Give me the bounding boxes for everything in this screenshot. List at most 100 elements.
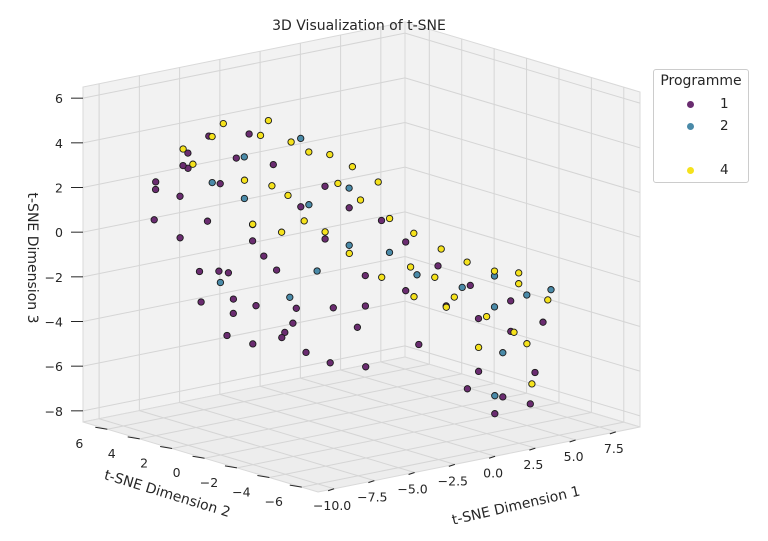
legend-swatch [687,123,694,130]
gridline [82,345,406,412]
tick-mark [609,431,617,435]
data-point-programme-4 [490,267,499,275]
tick-mark [160,446,173,450]
side-pane [404,21,641,428]
axes-panes [82,21,641,493]
data-point-programme-1 [203,217,212,225]
data-point-programme-1 [151,185,160,194]
data-point-programme-1 [321,235,329,243]
data-point-programme-4 [240,176,249,184]
data-point-programme-4 [482,312,491,321]
data-point-programme-2 [208,178,216,187]
data-point-programme-4 [256,131,265,140]
data-point-programme-2 [305,201,313,209]
data-point-programme-1 [292,304,300,312]
x-tick-label: 0.0 [483,465,503,480]
tick-labels: −10.0 −7.5 −5.0 −2.5 0.0 2.5 5.0 7.5 −6 −4 −2 0 2 4 6 −… [45,91,624,513]
data-point-programme-1 [491,410,499,418]
y-tick-label: 0 [173,465,181,480]
data-point-programme-1 [249,340,257,348]
data-point-programme-2 [297,134,305,143]
gridline [404,256,641,327]
legend-label: 2 [720,118,729,134]
data-point-programme-1 [377,216,386,225]
data-point-programme-1 [248,237,257,245]
legend-swatch [687,167,694,174]
tick-mark [127,436,140,440]
z-tick-label: −2 [45,270,63,285]
gridline [404,300,641,372]
data-point-programme-2 [345,241,353,249]
data-point-programme-2 [345,184,353,192]
x-tick-label: 2.5 [523,457,543,472]
tick-mark [368,480,375,484]
data-point-programme-1 [539,318,547,326]
gridline [236,402,560,469]
data-point-programme-1 [269,160,277,169]
gridline [98,418,335,490]
tick-mark [289,484,302,488]
data-point-programme-2 [490,303,499,311]
gridline [404,32,641,104]
data-point-programme-1 [245,130,253,138]
data-point-programme-4 [378,273,386,281]
x-tick-label: −10.0 [313,498,351,513]
data-point-programme-1 [278,333,286,342]
legend-entry-4: 4 [654,162,748,182]
data-point-programme-4 [287,138,295,146]
z-tick-label: −6 [45,359,63,374]
data-point-programme-2 [547,286,555,294]
data-point-programme-1 [260,252,268,260]
data-point-programme-1 [252,302,260,310]
data-point-programme-4 [510,328,518,336]
data-point-programme-4 [431,273,439,281]
gridline [259,385,496,457]
tick-mark [327,488,335,492]
z-tick-label: 6 [55,91,63,106]
data-point-programme-1 [463,385,472,393]
gridline [179,402,415,473]
data-point-programme-1 [297,203,305,211]
data-point-programme-4 [300,217,308,225]
data-point-programme-1 [345,204,353,212]
gridline [107,363,430,430]
data-point-programme-1 [353,323,362,331]
z-tick-label: 0 [55,225,63,240]
data-point-programme-4 [326,150,334,159]
gridline [172,383,495,450]
legend-title: Programme [660,73,742,89]
data-point-programme-4 [321,228,329,236]
data-point-programme-4 [463,258,471,266]
data-point-programme-2 [413,271,421,279]
gridline [219,393,455,465]
data-point-programme-1 [184,149,192,157]
y-tick-label: −4 [232,485,250,500]
data-point-programme-4 [374,178,382,186]
data-point-programme-4 [208,132,216,141]
data-point-programme-1 [402,287,410,295]
gridline [301,421,624,488]
data-point-programme-1 [507,297,515,305]
data-point-programme-2 [240,194,249,203]
data-point-programme-1 [329,304,337,312]
tick-mark [488,455,496,459]
data-point-programme-1 [224,269,233,277]
gridline [82,77,406,144]
data-point-programme-4 [219,119,227,128]
data-point-programme-4 [345,249,353,258]
data-point-programme-4 [305,148,313,156]
tick-mark [448,463,456,467]
chart-title: 3D Visualization of t-SNE [272,18,446,34]
legend-entry-1: 1 [654,96,748,116]
gridline [269,412,592,479]
legend-label: 4 [720,162,729,178]
gridline [404,166,641,238]
data-point-programme-1 [232,154,240,162]
data-point-programme-4 [189,160,197,168]
z-tick-label: −8 [45,404,63,419]
data-point-programme-1 [415,340,423,349]
tick-mark [257,475,270,479]
gridline [300,377,536,449]
data-point-programme-1 [215,267,223,275]
